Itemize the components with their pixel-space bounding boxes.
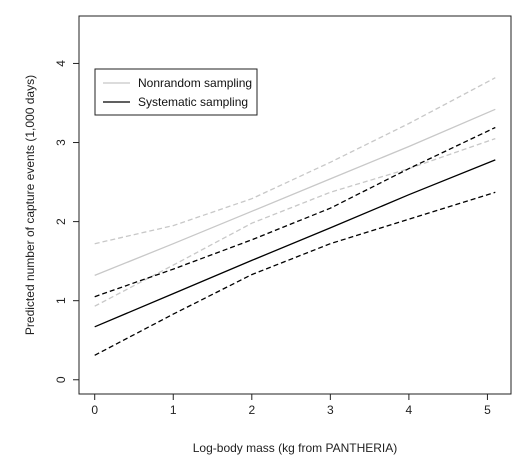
y-tick-label-0: 0 [54, 376, 68, 383]
series-layer [94, 77, 496, 356]
x-tick-label-3: 3 [327, 403, 334, 417]
legend-label-nonrandom: Nonrandom sampling [138, 76, 252, 90]
axes: 0 1 2 3 4 5 0 1 2 3 4 [54, 60, 491, 417]
y-axis-title: Predicted number of capture events (1,00… [23, 75, 37, 335]
series-line-2 [94, 137, 496, 307]
series-line-1 [94, 77, 496, 245]
x-tick-label-5: 5 [484, 403, 491, 417]
x-tick-label-0: 0 [91, 403, 98, 417]
plot-frame [78, 15, 512, 395]
legend-label-systematic: Systematic sampling [138, 95, 248, 109]
y-tick-label-1: 1 [54, 297, 68, 304]
series-line-5 [94, 191, 496, 356]
legend-box [94, 68, 258, 116]
series-line-4 [94, 126, 496, 298]
series-line-3 [94, 159, 496, 328]
series-line-0 [94, 108, 496, 277]
x-tick-label-4: 4 [406, 403, 413, 417]
y-tick-label-2: 2 [54, 218, 68, 225]
x-axis-title: Log-body mass (kg from PANTHERIA) [193, 441, 398, 455]
y-tick-label-3: 3 [54, 139, 68, 146]
legend: Nonrandom sampling Systematic sampling [94, 68, 258, 116]
y-tick-label-4: 4 [54, 60, 68, 67]
x-tick-label-1: 1 [170, 403, 177, 417]
x-tick-label-2: 2 [248, 403, 255, 417]
